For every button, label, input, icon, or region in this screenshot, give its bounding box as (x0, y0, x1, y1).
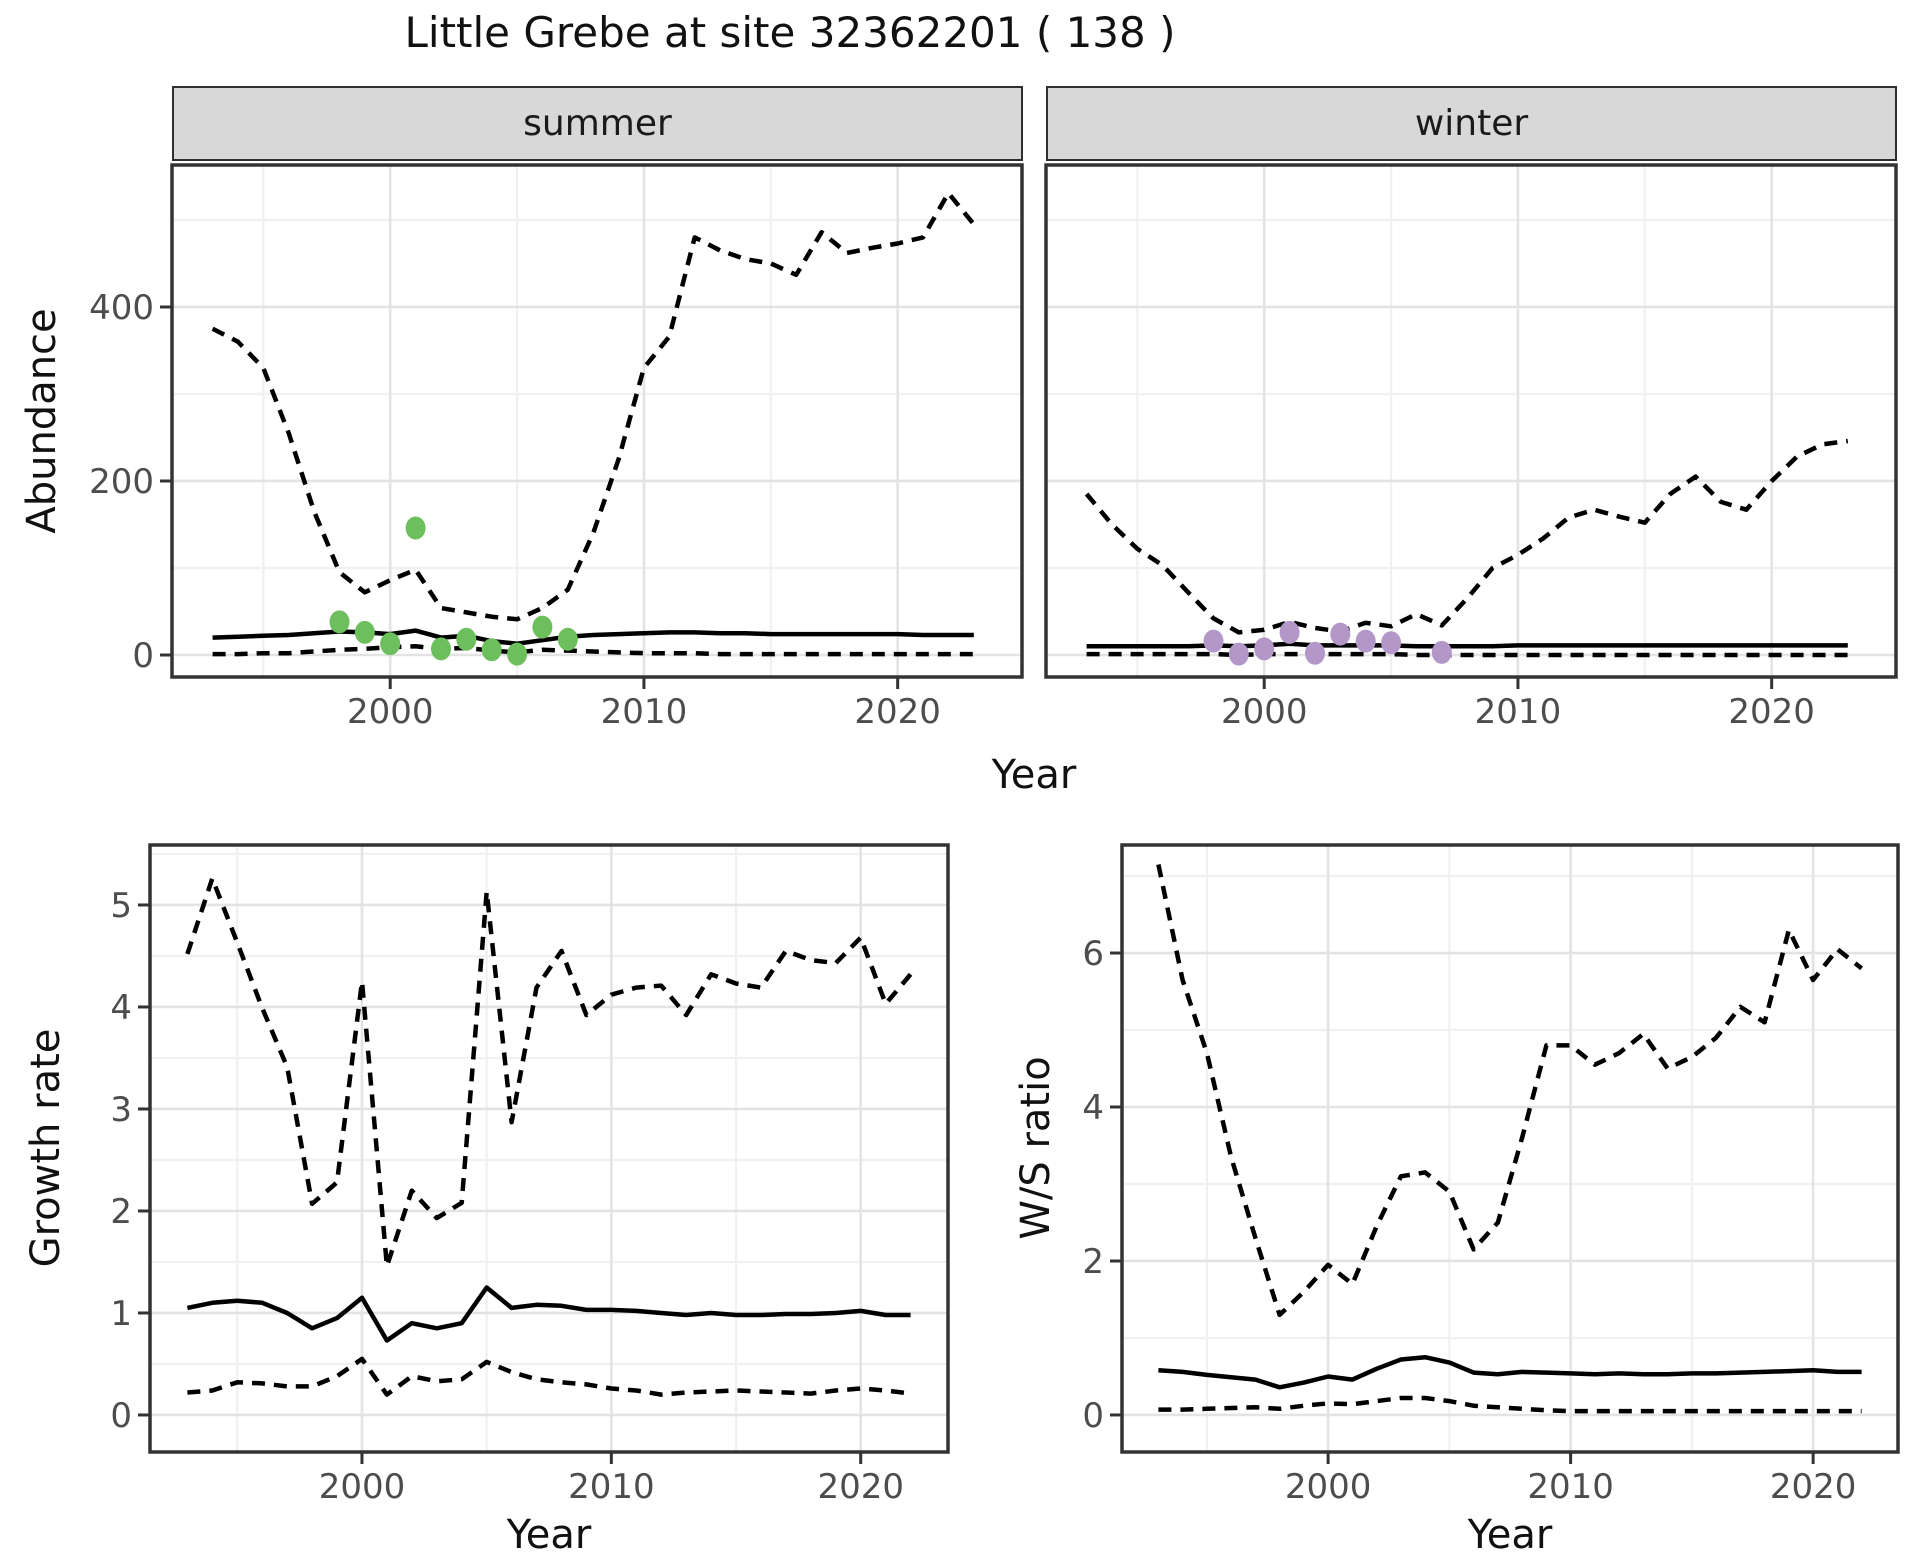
x-axis-title-year-top: Year (991, 752, 1077, 798)
y-tick-label: 5 (110, 886, 132, 926)
x-tick-label: 2000 (319, 1467, 406, 1507)
y-tick-label: 200 (89, 462, 154, 502)
observed_counts_winter-point (1305, 641, 1325, 665)
facet-strip-winter-label: winter (1414, 103, 1529, 144)
observed_counts_winter-point (1279, 620, 1300, 644)
observed_counts_summer-point (557, 627, 578, 651)
growth-rate-lower_95ci-line (187, 1356, 911, 1397)
facet-strip-summer: summer (172, 86, 1023, 161)
y-tick-label: 6 (1082, 934, 1104, 974)
ws-ratio-estimate-line (1158, 1354, 1862, 1390)
observed_counts_summer-point (456, 627, 477, 651)
observed_counts_summer-point (507, 642, 528, 666)
y-tick-label: 1 (110, 1294, 132, 1334)
observed_counts_winter-point (1254, 637, 1275, 661)
x-tick-label: 2000 (1221, 692, 1308, 732)
growth-rate-estimate-line (186, 1285, 911, 1343)
panel-abundance-winter: 2000 2010 2020 (1044, 163, 1898, 732)
x-tick-label: 2000 (347, 692, 434, 732)
ws-ratio-upper_95ci-line (1156, 864, 1863, 1318)
panel-border-abundance-summer (170, 163, 1024, 679)
panel-abundance-summer: 2000 2010 2020 0 200 400 (89, 163, 1024, 732)
panel-growth-rate: 2000 2010 2020 0 1 2 3 4 5 (110, 843, 950, 1507)
observed_counts_summer-point (532, 615, 553, 639)
observed_counts_winter-point (1381, 631, 1402, 655)
abundance-summer-lower_95ci-line (212, 644, 974, 657)
y-tick-label: 400 (89, 288, 154, 328)
growth-rate-upper_95ci-line (185, 876, 913, 1269)
y-tick-label: 2 (1082, 1242, 1104, 1282)
facet-strip-winter: winter (1046, 86, 1897, 161)
panel-border-abundance-winter (1044, 163, 1898, 679)
x-tick-label: 2020 (817, 1467, 904, 1507)
y-axis-title-ws-ratio: W/S ratio (1013, 1056, 1059, 1240)
x-tick-label: 2000 (1285, 1467, 1372, 1507)
observed_counts_winter-point (1355, 629, 1376, 653)
x-tick-label: 2010 (1527, 1467, 1614, 1507)
x-tick-label: 2010 (568, 1467, 655, 1507)
observed_counts_summer-point (405, 516, 426, 540)
facet-strip-summer-label: summer (523, 103, 672, 144)
observed_counts_winter-point (1431, 640, 1452, 664)
y-tick-label: 4 (110, 988, 132, 1028)
x-tick-label: 2010 (1475, 692, 1562, 732)
observed_counts_winter-point (1228, 642, 1249, 666)
chart-title: Little Grebe at site 32362201 ( 138 ) (404, 8, 1176, 57)
ws-ratio-lower_95ci-line (1158, 1395, 1862, 1414)
observed_counts_winter-point (1203, 629, 1224, 653)
y-tick-label: 0 (132, 636, 154, 676)
observed_counts_summer-point (329, 610, 350, 634)
y-tick-label: 0 (110, 1396, 132, 1436)
y-tick-label: 3 (110, 1090, 132, 1130)
observed_counts_summer-point (431, 637, 451, 661)
abundance-winter-estimate-line (1086, 641, 1848, 649)
observed_counts_summer-point (481, 638, 502, 662)
y-axis-title-abundance: Abundance (19, 308, 65, 534)
x-axis-title-year-bottom-left: Year (506, 1512, 592, 1558)
observed_counts_summer-point (380, 632, 401, 656)
abundance-summer-estimate-line (212, 628, 974, 646)
panel-border-ws-ratio (1120, 843, 1900, 1454)
x-axis-title-year-bottom-right: Year (1467, 1512, 1553, 1558)
y-axis-title-growth-rate: Growth rate (23, 1028, 69, 1268)
observed_counts_summer-point (354, 620, 375, 644)
panel-ws-ratio: 2000 2010 2020 0 2 4 6 (1082, 843, 1900, 1507)
x-tick-label: 2020 (1770, 1467, 1857, 1507)
abundance-summer-upper_95ci-line (211, 190, 976, 622)
abundance-winter-lower_95ci-line (1086, 651, 1848, 658)
y-tick-label: 4 (1082, 1088, 1104, 1128)
y-tick-label: 0 (1082, 1396, 1104, 1436)
x-tick-label: 2010 (601, 692, 688, 732)
panel-border-growth-rate (148, 843, 950, 1454)
x-tick-label: 2020 (1728, 692, 1815, 732)
x-tick-label: 2020 (854, 692, 941, 732)
abundance-winter-upper_95ci-line (1084, 438, 1849, 635)
y-tick-label: 2 (110, 1192, 132, 1232)
observed_counts_winter-point (1330, 622, 1351, 646)
